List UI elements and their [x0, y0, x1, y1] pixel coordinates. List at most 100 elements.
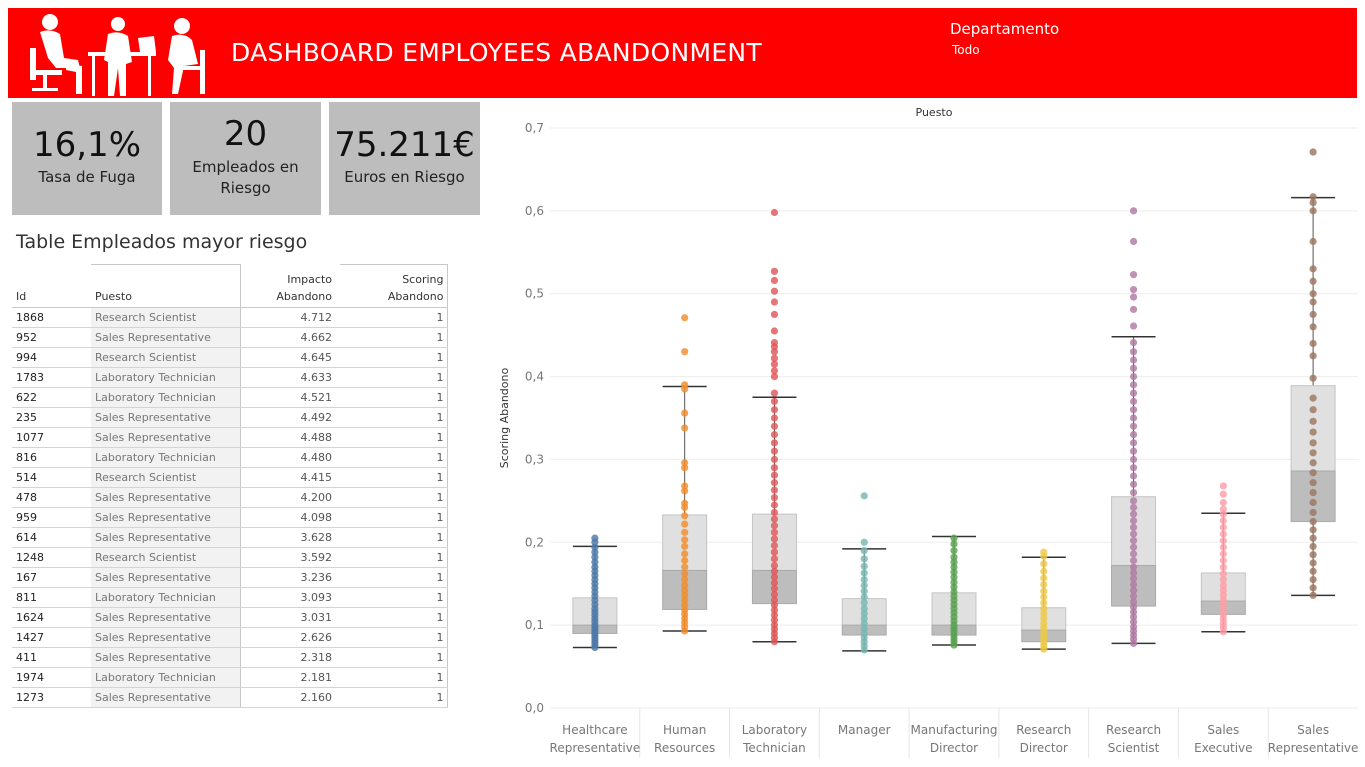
data-point: [770, 493, 779, 502]
data-point: [860, 562, 868, 570]
data-point: [1040, 609, 1048, 618]
data-point: [1129, 530, 1138, 538]
cell-scoring: 1: [340, 467, 448, 488]
data-point: [1309, 567, 1317, 575]
table-row[interactable]: 1427 Sales Representative 2.626 1: [12, 627, 448, 648]
data-point: [681, 464, 689, 472]
data-point: [1129, 381, 1138, 389]
data-point: [770, 348, 779, 356]
cell-puesto: Research Scientist: [91, 347, 241, 368]
cell-id: 1427: [12, 627, 91, 648]
data-point: [770, 486, 779, 494]
data-point: [860, 546, 868, 555]
data-point: [770, 447, 779, 455]
data-point: [1219, 482, 1227, 490]
data-point: [1309, 207, 1317, 215]
data-point: [1129, 510, 1138, 518]
cell-puesto: Sales Representative: [91, 607, 241, 628]
data-point: [1219, 596, 1227, 604]
data-point: [1219, 606, 1227, 614]
data-point: [1219, 570, 1227, 578]
x-tick-label: Sales: [1297, 723, 1329, 737]
data-point: [591, 548, 599, 556]
cell-puesto: Sales Representative: [91, 567, 241, 588]
data-point: [1309, 584, 1317, 592]
data-point: [591, 558, 599, 566]
table-row[interactable]: 816 Laboratory Technician 4.480 1: [12, 447, 448, 468]
data-point: [1129, 598, 1138, 606]
table-row[interactable]: 952 Sales Representative 4.662 1: [12, 327, 448, 348]
data-point: [681, 528, 689, 536]
cell-impacto: 3.236: [240, 567, 340, 588]
data-point: [1129, 372, 1138, 381]
data-point: [1129, 537, 1138, 545]
column-header-puesto[interactable]: Puesto: [91, 264, 241, 308]
data-point: [1309, 439, 1317, 447]
cell-puesto: Laboratory Technician: [91, 387, 241, 408]
category-group: [1021, 548, 1067, 653]
data-point: [950, 534, 958, 542]
data-point: [591, 553, 599, 561]
data-point: [770, 327, 779, 335]
data-point: [950, 568, 958, 576]
cell-impacto: 3.592: [240, 547, 340, 568]
data-point: [1129, 472, 1138, 480]
data-point: [950, 583, 958, 591]
data-point: [1129, 389, 1138, 397]
data-point: [1129, 623, 1138, 631]
data-point: [681, 586, 689, 594]
x-tick-label: Manager: [838, 723, 891, 737]
x-tick-label: Healthcare: [562, 723, 627, 737]
data-point: [1219, 530, 1227, 538]
table-row[interactable]: 1783 Laboratory Technician 4.633 1: [12, 367, 448, 388]
table-row[interactable]: 994 Research Scientist 4.645 1: [12, 347, 448, 368]
dashboard-title: DASHBOARD EMPLOYEES ABANDONMENT: [231, 38, 762, 67]
data-point: [1219, 563, 1227, 571]
data-point: [860, 538, 868, 546]
data-point: [1309, 498, 1317, 507]
cell-scoring: 1: [340, 507, 448, 528]
data-point: [681, 556, 689, 565]
table-row[interactable]: 514 Research Scientist 4.415 1: [12, 467, 448, 488]
cell-puesto: Laboratory Technician: [91, 367, 241, 388]
column-header-scoring[interactable]: Scoring Abandono: [340, 264, 448, 308]
data-point: [1040, 574, 1048, 582]
data-point: [681, 314, 689, 322]
table-row[interactable]: 1273 Sales Representative 2.160 1: [12, 687, 448, 708]
table-row[interactable]: 811 Laboratory Technician 3.093 1: [12, 587, 448, 608]
data-point: [1309, 323, 1317, 331]
department-filter-value[interactable]: Todo: [952, 43, 980, 57]
table-row[interactable]: 959 Sales Representative 4.098 1: [12, 507, 448, 528]
column-header-id[interactable]: Id: [12, 264, 91, 308]
data-point: [1129, 563, 1138, 571]
data-point: [770, 354, 779, 362]
y-tick-label: 0,4: [525, 370, 544, 384]
table-row[interactable]: 478 Sales Representative 4.200 1: [12, 487, 448, 508]
table-row[interactable]: 235 Sales Representative 4.492 1: [12, 407, 448, 428]
data-point: [770, 464, 779, 472]
cell-puesto: Sales Representative: [91, 327, 241, 348]
data-point: [681, 459, 689, 467]
cell-scoring: 1: [340, 607, 448, 628]
data-point: [1129, 285, 1138, 294]
cell-scoring: 1: [340, 367, 448, 388]
y-tick-label: 0,3: [525, 452, 544, 466]
data-point: [1129, 618, 1138, 626]
data-point: [770, 542, 779, 550]
kpi-label: Tasa de Fuga: [38, 168, 136, 187]
table-row[interactable]: 1868 Research Scientist 4.712 1: [12, 307, 448, 328]
column-header-impacto[interactable]: Impacto Abandono: [240, 264, 340, 308]
data-point: [1129, 556, 1138, 565]
table-row[interactable]: 1624 Sales Representative 3.031 1: [12, 607, 448, 628]
table-row[interactable]: 1974 Laboratory Technician 2.181 1: [12, 667, 448, 688]
table-row[interactable]: 622 Laboratory Technician 4.521 1: [12, 387, 448, 408]
table-row[interactable]: 411 Sales Representative 2.318 1: [12, 647, 448, 668]
table-row[interactable]: 1248 Research Scientist 3.592 1: [12, 547, 448, 568]
table-header-row: Id Puesto Impacto Abandono Scoring Aband…: [12, 264, 448, 308]
table-row[interactable]: 167 Sales Representative 3.236 1: [12, 567, 448, 588]
data-point: [681, 606, 689, 614]
table-row[interactable]: 1077 Sales Representative 4.488 1: [12, 427, 448, 448]
table-row[interactable]: 614 Sales Representative 3.628 1: [12, 527, 448, 548]
data-point: [1040, 587, 1048, 595]
cell-scoring: 1: [340, 427, 448, 448]
